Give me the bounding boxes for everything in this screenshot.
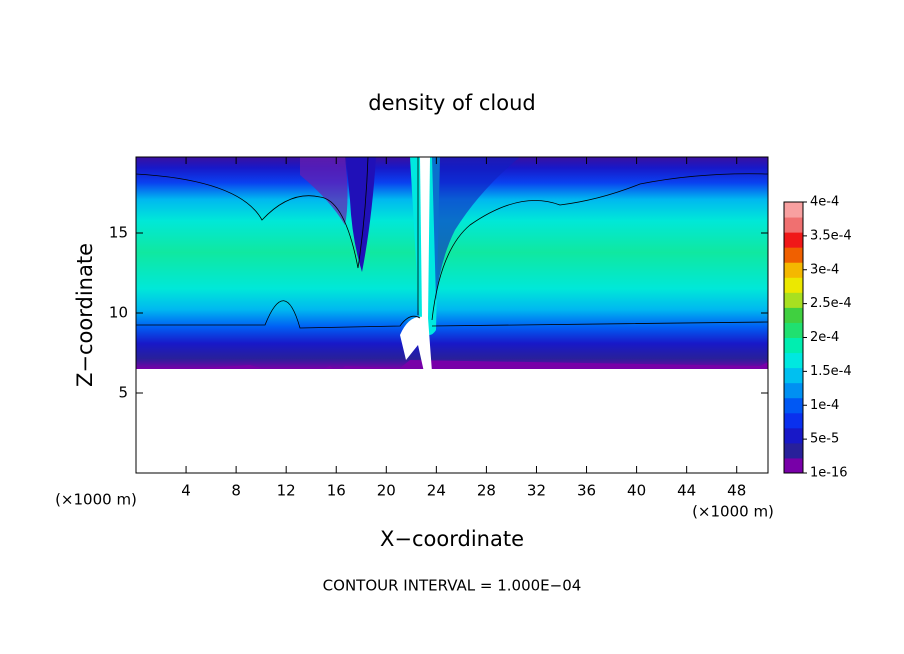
x-tick-label: 28 (477, 482, 496, 500)
x-tick-label: 12 (277, 482, 296, 500)
colorbar-band (784, 292, 803, 308)
colorbar-band (784, 367, 803, 384)
annotation: CONTOUR INTERVAL = 1.000E−04 (323, 577, 582, 595)
colorbar-band (784, 277, 803, 293)
contour-line (417, 157, 768, 321)
cloud-top-patch (300, 157, 348, 225)
colorbar-band (784, 397, 803, 414)
colorbar-band (784, 442, 803, 459)
x-unit-label: (×1000 m) (692, 503, 774, 521)
colorbar-band (784, 457, 803, 474)
colorbar-band (784, 337, 803, 354)
updraft-core (420, 157, 430, 320)
colorbar-band (784, 262, 803, 278)
y-tick-label: 15 (109, 224, 128, 242)
y-tick-label: 5 (118, 384, 128, 402)
cloud-hole (400, 316, 432, 372)
colorbar-band (784, 307, 803, 323)
colorbar-tick-label: 1e-4 (810, 398, 839, 413)
cloud-dark-patch (432, 157, 520, 300)
x-axis-title: X−coordinate (380, 527, 524, 551)
colorbar-tick-label: 2e-4 (810, 330, 839, 345)
colorbar-tick-label: 2.5e-4 (810, 296, 852, 311)
colorbar-band (784, 412, 803, 429)
colorbar-tick-label: 3e-4 (810, 262, 839, 277)
x-tick-label: 16 (327, 482, 346, 500)
y-tick-label: 10 (109, 304, 128, 322)
colorbar-band (784, 322, 803, 338)
x-tick-label: 8 (231, 482, 241, 500)
colorbar-band (784, 382, 803, 399)
x-tick-label: 40 (627, 482, 646, 500)
plot-frame (135, 156, 769, 474)
contour-field (136, 157, 768, 473)
x-tick-label: 32 (527, 482, 546, 500)
contour-line (136, 300, 768, 329)
x-tick-label: 24 (427, 482, 446, 500)
colorbar-band (784, 232, 803, 248)
colorbar-band (784, 427, 803, 444)
colorbar-band (784, 247, 803, 263)
x-unit-label: (×1000 m) (55, 491, 137, 509)
x-tick-label: 44 (677, 482, 696, 500)
chart-title: density of cloud (368, 91, 535, 115)
x-tick-label: 48 (727, 482, 746, 500)
x-tick-label: 36 (577, 482, 596, 500)
y-axis-title: Z−coordinate (73, 243, 97, 387)
colorbar-band (784, 352, 803, 369)
clear-air (136, 369, 768, 473)
colorbar-tick-label: 3.5e-4 (810, 228, 852, 243)
contour-line (136, 157, 369, 269)
x-tick-label: 20 (377, 482, 396, 500)
colorbar-band (784, 217, 803, 233)
colorbar-band (784, 202, 803, 218)
colorbar-tick-label: 5e-5 (810, 432, 839, 447)
colorbar-tick-label: 1e-16 (810, 466, 848, 481)
colorbar-tick-label: 1.5e-4 (810, 364, 852, 379)
cloud-gap (346, 157, 376, 272)
x-tick-label: 4 (181, 482, 191, 500)
colorbar-tick-label: 4e-4 (810, 195, 839, 210)
